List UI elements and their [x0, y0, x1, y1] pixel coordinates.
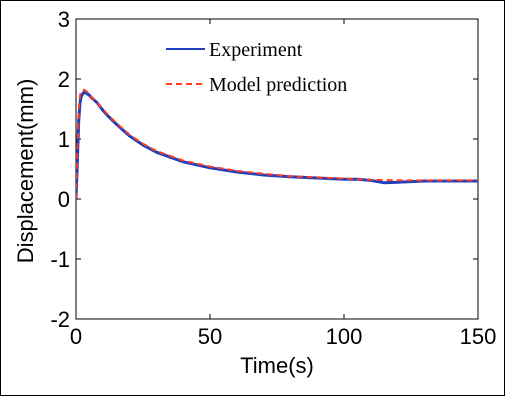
series-line-model-prediction: [76, 88, 478, 200]
series-group: [76, 88, 478, 200]
x-tick-label: 150: [460, 324, 497, 349]
y-tick-label: 1: [58, 127, 70, 152]
legend: Experiment Model prediction: [166, 39, 347, 96]
x-tick-label: 0: [70, 324, 82, 349]
x-tick-label: 50: [198, 324, 222, 349]
plot-area: [75, 18, 479, 320]
y-tick-label: -2: [50, 307, 70, 332]
series-line-experiment: [76, 90, 478, 200]
axis-ticks: [75, 18, 479, 320]
x-tick-label: 100: [326, 324, 363, 349]
y-axis-label: Displacement(mm): [13, 79, 38, 264]
legend-label-model-prediction: Model prediction: [209, 74, 347, 96]
x-axis-label: Time(s): [240, 353, 314, 378]
y-tick-label: 2: [58, 67, 70, 92]
y-tick-label: 3: [58, 7, 70, 32]
legend-label-experiment: Experiment: [209, 39, 303, 61]
y-tick-label: -1: [50, 247, 70, 272]
axis-tick-labels: 0 50 100 150 -2 -1 0 1 2 3: [50, 7, 496, 349]
y-tick-label: 0: [58, 187, 70, 212]
